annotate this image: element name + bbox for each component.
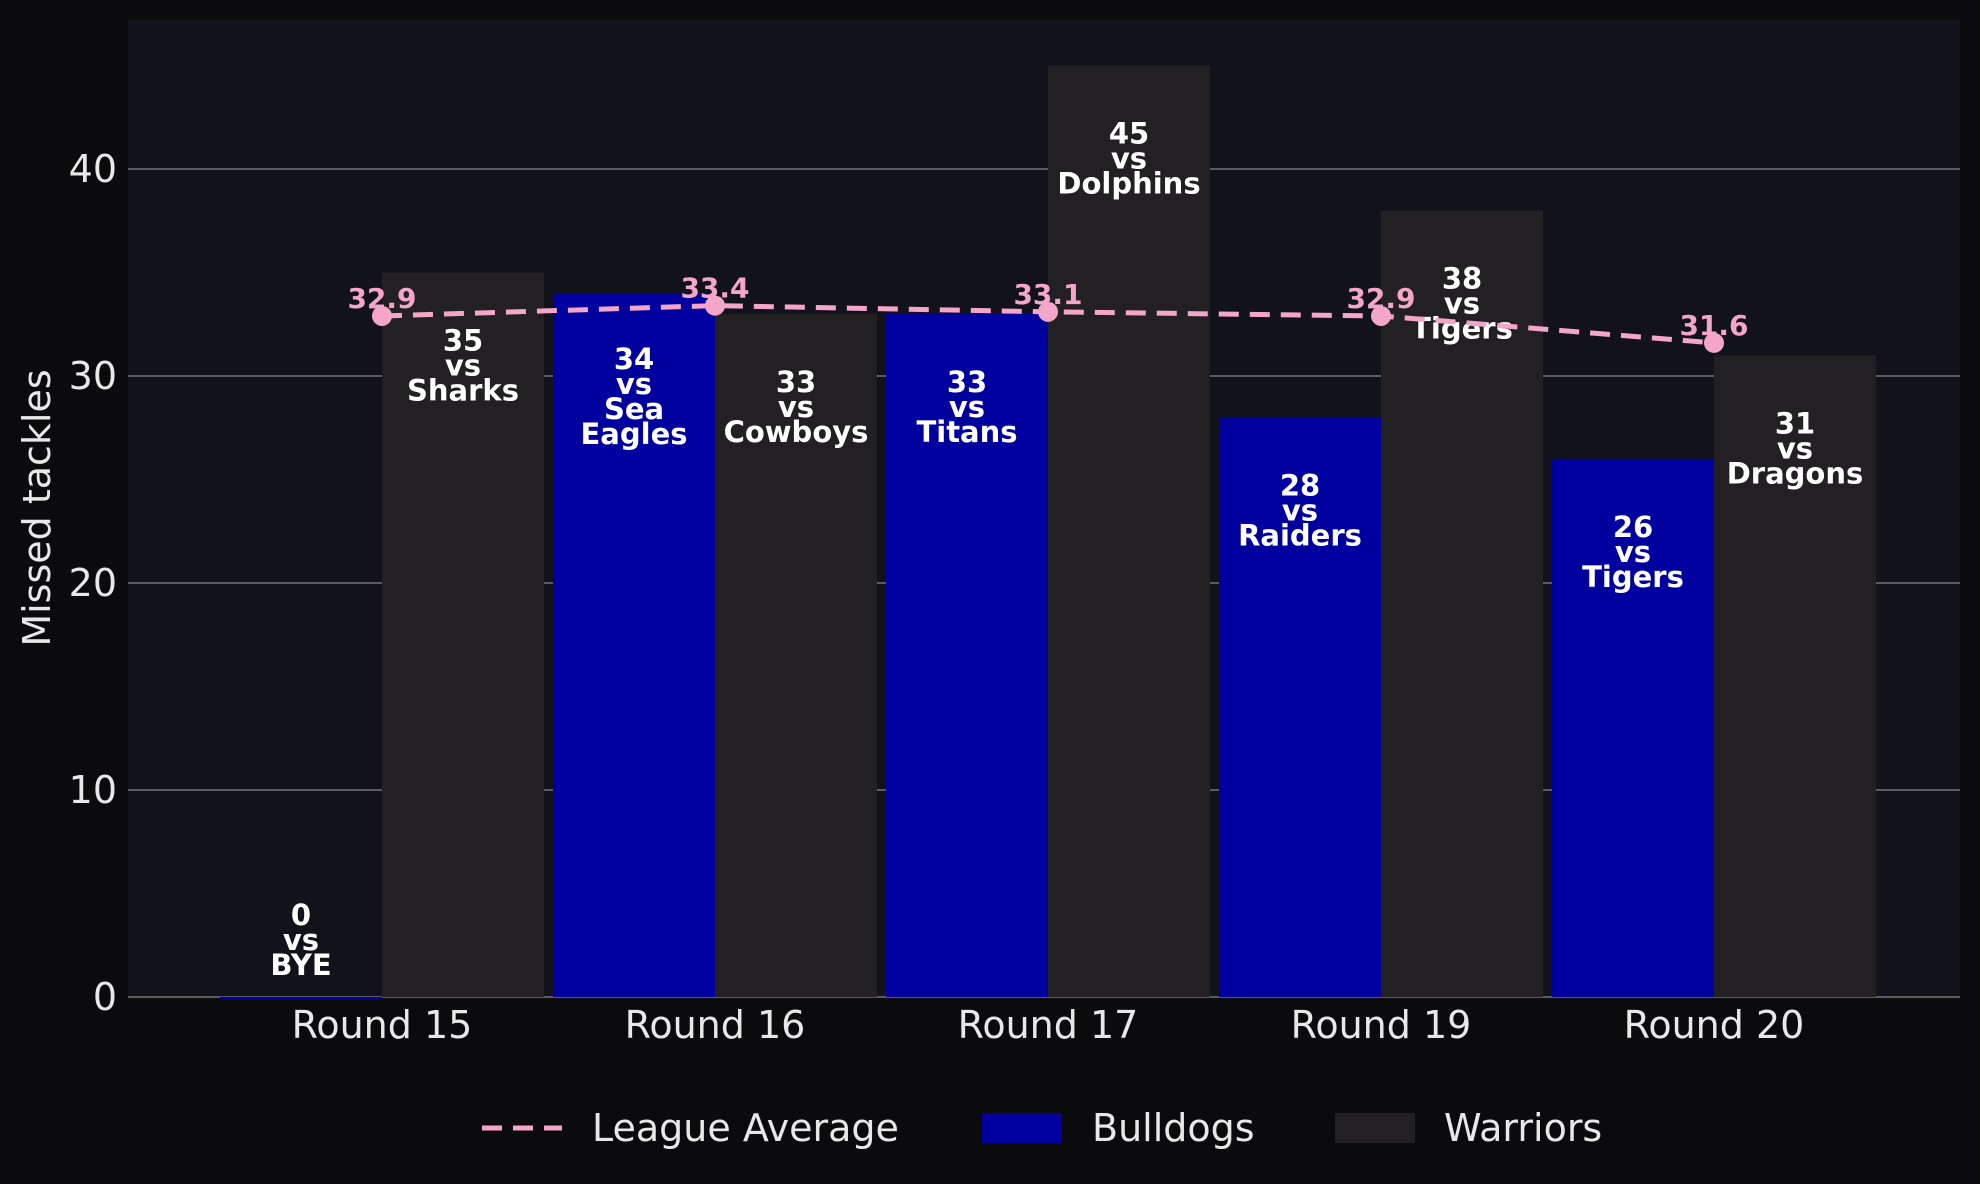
y-tick-label: 40	[69, 147, 117, 191]
bar-warriors-round-20	[1714, 355, 1876, 997]
league-average-point	[1038, 301, 1058, 322]
bar-label: 31 vs Dragons	[1727, 406, 1864, 490]
bar-label: 0 vs BYE	[270, 898, 331, 982]
bar-label: 45 vs Dolphins	[1057, 117, 1200, 201]
x-tick-label: Round 15	[292, 1003, 473, 1047]
bar-label: 33 vs Cowboys	[724, 365, 869, 449]
x-tick-label: Round 20	[1624, 1003, 1805, 1047]
bar-label-line: Tigers	[1411, 312, 1513, 346]
bar-bulldogs-round-16	[553, 293, 715, 997]
bar-label-line: 31	[1775, 406, 1815, 440]
bar-label-line: Tigers	[1582, 560, 1684, 594]
bar-label-line: 35	[443, 324, 483, 358]
bar-label-line: vs	[949, 390, 985, 424]
bar-warriors-round-17	[1048, 65, 1210, 997]
league-average-point	[1371, 305, 1391, 326]
bar-label: 35 vs Sharks	[407, 324, 519, 408]
bar-warriors-round-19	[1381, 210, 1543, 997]
bar-label-line: BYE	[270, 948, 331, 982]
bar-label-line: Dolphins	[1057, 167, 1200, 201]
league-average-value: 32.9	[347, 282, 416, 315]
bar-bulldogs-round-17	[886, 313, 1048, 997]
bar-label-line: 38	[1442, 262, 1482, 296]
bar-label-line: 33	[776, 365, 816, 399]
legend-label-league-average: League Average	[592, 1106, 899, 1150]
legend: League Average Bulldogs Warriors	[482, 1106, 1602, 1150]
x-tick-label: Round 17	[958, 1003, 1139, 1047]
bar-label-line: 28	[1280, 469, 1320, 503]
bar-label-line: vs	[778, 390, 814, 424]
bar-label-line: 45	[1109, 117, 1149, 151]
legend-label-warriors: Warriors	[1444, 1106, 1602, 1150]
bar-bulldogs-round-20	[1552, 458, 1714, 997]
bar-label-line: 34	[614, 342, 654, 376]
x-tick-label: Round 16	[625, 1003, 806, 1047]
bar-label-line: 26	[1613, 510, 1653, 544]
bar-label-line: 0	[291, 898, 311, 932]
bar-label-line: 33	[947, 365, 987, 399]
bar-warriors-round-16	[715, 313, 877, 997]
league-average-value: 32.9	[1346, 282, 1415, 315]
bar-label: 33 vs Titans	[916, 365, 1017, 449]
bar-label-line: Dragons	[1727, 456, 1864, 490]
bar-label-line: Titans	[916, 415, 1017, 449]
bar-label-line: vs	[1615, 535, 1651, 569]
legend-label-bulldogs: Bulldogs	[1092, 1106, 1255, 1150]
x-tick-label: Round 19	[1291, 1003, 1472, 1047]
league-average-value: 33.4	[680, 272, 749, 305]
league-average-point	[372, 305, 392, 326]
legend-swatch-bulldogs	[982, 1113, 1062, 1143]
league-average-value: 33.1	[1013, 278, 1082, 311]
bars	[220, 65, 1876, 999]
bar-label: 34 vs Sea Eagles	[580, 342, 687, 451]
y-tick-label: 0	[93, 975, 117, 1019]
x-axis-ticks: Round 15 Round 16 Round 17 Round 19 Round 20	[292, 1003, 1805, 1047]
league-average-point	[1704, 332, 1724, 353]
bar-label: 28 vs Raiders	[1238, 469, 1362, 553]
bar-label-line: vs	[445, 349, 481, 383]
y-tick-label: 20	[69, 561, 117, 605]
league-average-point	[705, 295, 725, 316]
y-axis-label: Missed tackles	[15, 369, 59, 646]
legend-swatch-warriors	[1335, 1113, 1415, 1143]
bar-label-line: vs	[1111, 142, 1147, 176]
bar-label-line: Eagles	[580, 417, 687, 451]
bar-bulldogs-round-15	[220, 997, 382, 999]
y-axis-ticks: 0 10 20 30 40	[69, 147, 117, 1019]
bar-label-line: Sharks	[407, 374, 519, 408]
bar-label-line: vs	[1444, 287, 1480, 321]
bar-bulldogs-round-19	[1219, 417, 1381, 997]
bar-label-line: vs	[1282, 494, 1318, 528]
bar-label: 38 vs Tigers	[1411, 262, 1513, 346]
bar-label-line: Cowboys	[724, 415, 869, 449]
bar-label-line: Raiders	[1238, 519, 1362, 553]
bar-label-line: Sea	[604, 392, 664, 426]
bar-label-line: vs	[283, 923, 319, 957]
bar-label-line: vs	[1777, 431, 1813, 465]
bar-warriors-round-15	[382, 272, 544, 997]
league-average-line: 32.9 33.4 33.1 32.9 31.6	[347, 272, 1749, 353]
league-average-value: 31.6	[1679, 309, 1748, 342]
y-tick-label: 10	[69, 768, 117, 812]
bar-label: 26 vs Tigers	[1582, 510, 1684, 594]
bar-label-line: vs	[616, 367, 652, 401]
y-tick-label: 30	[69, 354, 117, 398]
